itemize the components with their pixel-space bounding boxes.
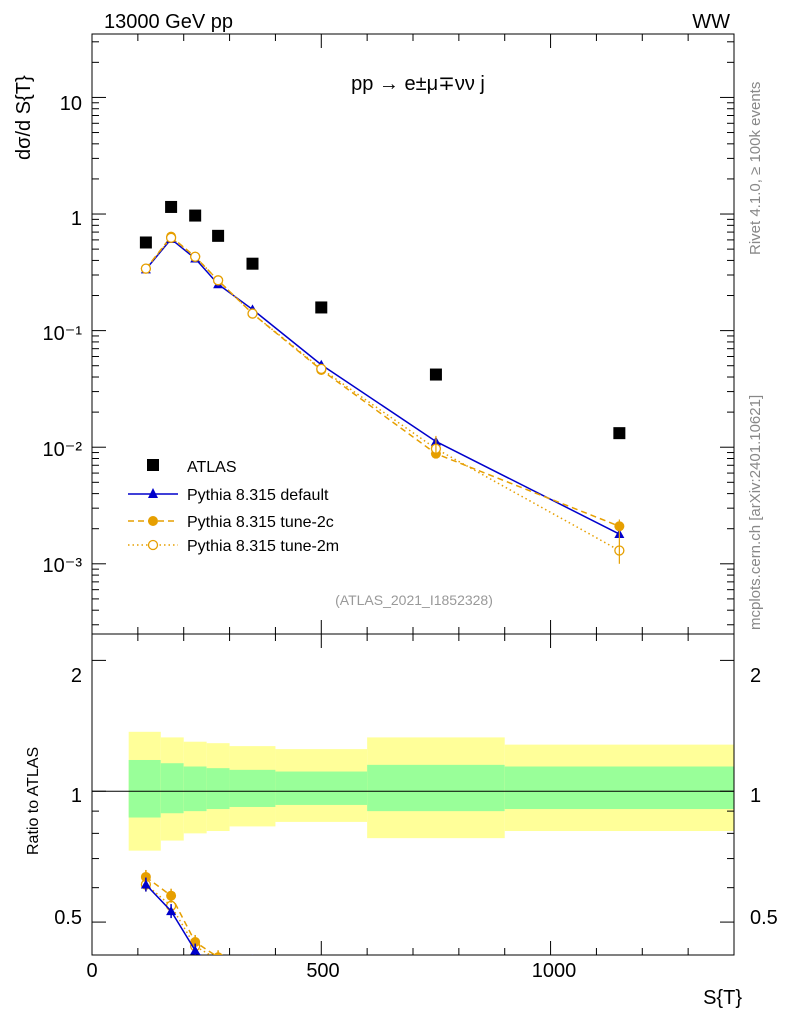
tune2m-ratio-point-4 [248, 974, 257, 983]
ytick-label-1: 1 [71, 208, 82, 230]
legend-marker-atlas [147, 459, 159, 471]
series-markers [139, 200, 626, 984]
tune2m-point-1 [165, 232, 177, 243]
default-ratio-point-1 [166, 906, 177, 916]
tune2m-point-2 [190, 251, 201, 262]
tune2c-ratio-point-1 [166, 890, 177, 901]
band-inner-0 [128, 759, 161, 818]
default-ratio-point-3 [213, 966, 223, 975]
top-ylabel: dσ/d S{T} [13, 75, 35, 160]
band-inner-7 [504, 766, 734, 810]
band-inner-1 [160, 763, 184, 814]
ratio-ytick-1: 1 [71, 785, 82, 807]
default-ratio-point-4 [248, 957, 258, 966]
process-label: pp → e±μ∓νν j [351, 73, 485, 95]
legend-marker-tune2c [148, 516, 158, 526]
legend-marker-default [148, 488, 158, 498]
atlas-point-6 [429, 368, 442, 381]
atlas-point-2 [189, 209, 202, 222]
tune2c-ratio-line [145, 876, 217, 955]
band-inner-2 [183, 766, 207, 812]
atlas-point-7 [613, 427, 626, 440]
band-inner-3 [206, 768, 230, 810]
xtick-1000: 1000 [532, 960, 577, 982]
analysis-label: (ATLAS_2021_I1852328) [335, 592, 493, 608]
ratio-ytick-1-right: 1 [750, 785, 761, 807]
axis-ticks [91, 34, 735, 955]
tune2m-point-3 [212, 275, 224, 286]
tune2c-ratio-point-4 [248, 974, 258, 984]
ratio-ytick-2-right: 2 [750, 665, 761, 687]
tune2c-ratio-point-3 [213, 952, 223, 955]
tune2c-ratio-point-2 [190, 936, 201, 947]
atlas-point-0 [139, 236, 152, 249]
ratio-ylabel: Ratio to ATLAS [25, 747, 42, 855]
legend-label-tune2m: Pythia 8.315 tune-2m [187, 538, 339, 555]
tune2m-point-0 [140, 263, 152, 274]
ytick-label-0.001: 10⁻³ [43, 555, 83, 577]
ratio-series [140, 869, 258, 984]
legend-marker-tune2m [147, 539, 159, 551]
header-left: 13000 GeV pp [104, 11, 233, 33]
ratio-ytick-0.5-right: 0.5 [750, 907, 778, 929]
xtick-0: 0 [86, 960, 97, 982]
ytick-label-0.1: 10⁻¹ [43, 323, 83, 345]
tune2m-point-4 [247, 308, 258, 319]
xlabel: S{T} [703, 987, 742, 1009]
default-ratio-point-2 [190, 945, 201, 955]
atlas-point-1 [165, 200, 178, 213]
tune2m-point-5 [316, 363, 327, 375]
band-inner-6 [367, 764, 505, 812]
xtick-500: 500 [306, 960, 339, 982]
legend: ATLAS Pythia 8.315 default Pythia 8.315 … [128, 459, 339, 555]
atlas-point-5 [315, 301, 328, 314]
tune2m-ratio-point-3 [215, 954, 221, 955]
band-inner-5 [275, 771, 368, 805]
ytick-label-0.01: 10⁻² [43, 439, 83, 461]
band-inner-4 [229, 769, 276, 807]
ratio-bands [92, 731, 734, 851]
tune2c-ratio-point-0 [140, 871, 151, 882]
ratio-ytick-0.5: 0.5 [54, 907, 82, 929]
atlas-point-4 [246, 257, 259, 270]
default-ratio-line [145, 884, 202, 955]
legend-label-tune2c: Pythia 8.315 tune-2c [187, 514, 334, 531]
mcplots-label: mcplots.cern.ch [arXiv:2401.10621] [747, 395, 764, 630]
rivet-label: Rivet 4.1.0, ≥ 100k events [747, 82, 764, 255]
legend-label-default: Pythia 8.315 default [187, 487, 329, 504]
default-ratio-point-0 [140, 879, 151, 889]
header-right: WW [692, 11, 730, 33]
tune2m-ratio-line [145, 883, 212, 955]
atlas-point-3 [212, 229, 225, 242]
legend-label-atlas: ATLAS [187, 459, 237, 476]
tune2m-line [145, 236, 620, 552]
ytick-label-10: 10 [60, 93, 82, 115]
ratio-ytick-2: 2 [71, 665, 82, 687]
